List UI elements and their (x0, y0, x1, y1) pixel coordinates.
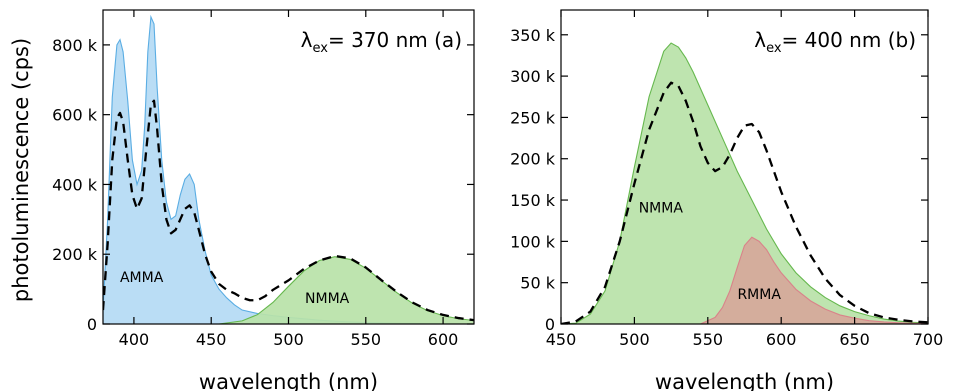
y-tick-label: 350 k (510, 26, 556, 45)
series-area-amma (103, 16, 474, 324)
x-tick-label: 600 (428, 330, 459, 349)
y-tick-label: 50 k (520, 274, 555, 293)
x-axis-title: wavelength (nm) (655, 370, 834, 391)
series-label-nmma: NMMA (639, 200, 684, 216)
x-tick-label: 450 (546, 330, 577, 349)
y-tick-label: 600 k (52, 106, 98, 125)
series-line-total (561, 81, 928, 324)
x-tick-label: 600 (766, 330, 797, 349)
y-tick-label: 400 k (52, 175, 98, 194)
series-area-nmma (218, 256, 474, 324)
series-edge-rmma (700, 236, 928, 324)
series-label-amma: AMMA (120, 270, 164, 286)
series-edge-nmma (561, 42, 928, 324)
y-tick-label: 200 k (52, 245, 98, 264)
y-tick-label: 100 k (510, 232, 556, 251)
x-tick-label: 550 (693, 330, 724, 349)
plot-frame (560, 9, 929, 325)
x-tick-label: 650 (839, 330, 870, 349)
y-tick-label: 0 (545, 315, 555, 334)
x-tick-label: 400 (119, 330, 150, 349)
y-axis-title: photoluminescence (cps) (9, 38, 33, 302)
plot-area (561, 42, 928, 324)
x-tick-label: 500 (273, 330, 304, 349)
plot-area (103, 14, 474, 324)
panel-a: AMMA NMMA 400 450 500 550 600 0 200 k 400 k 600 k 8… (52, 9, 475, 391)
y-tick-label: 0 (87, 315, 97, 334)
y-tick-label: 250 k (510, 108, 556, 127)
x-tick-label: 450 (196, 330, 227, 349)
y-tick-label: 150 k (510, 191, 556, 210)
series-label-nmma: NMMA (305, 291, 350, 307)
excitation-annotation: λex= 400 nm (b) (754, 28, 916, 56)
excitation-annotation: λex= 370 nm (a) (301, 28, 462, 56)
x-axis-title: wavelength (nm) (199, 370, 378, 391)
y-tick-label: 200 k (510, 150, 556, 169)
series-area-nmma (561, 43, 928, 324)
x-tick-label: 550 (351, 330, 382, 349)
x-tick-label: 500 (619, 330, 650, 349)
series-line-total (103, 99, 474, 322)
x-tick-label: 700 (913, 330, 944, 349)
series-area-rmma (700, 237, 928, 324)
panel-b: NMMA RMMA 450 500 550 600 650 700 0 50 k 100 k 150 … (510, 9, 944, 391)
series-label-rmma: RMMA (737, 287, 781, 303)
y-tick-label: 800 k (52, 36, 98, 55)
y-tick-label: 300 k (510, 67, 556, 86)
